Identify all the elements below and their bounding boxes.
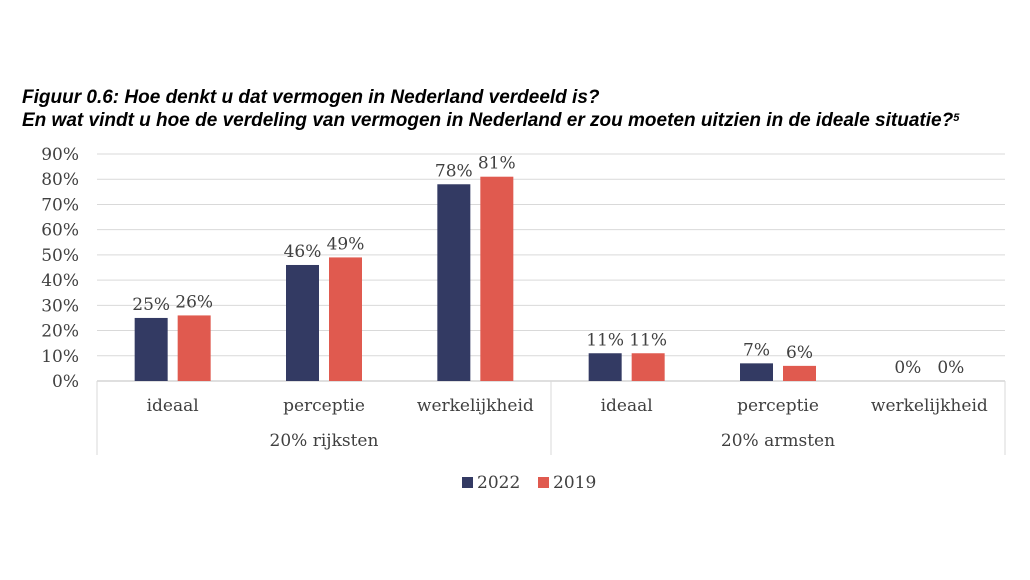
y-tick-label: 80% [41, 170, 79, 190]
y-tick-label: 20% [41, 322, 79, 342]
bar-2022-4 [588, 353, 622, 381]
legend-swatch-2019 [538, 477, 549, 488]
legend-swatch-2022 [462, 477, 473, 488]
data-label: 25% [132, 295, 170, 315]
y-tick-label: 70% [41, 195, 79, 215]
legend-label: 2019 [553, 473, 596, 493]
legend-label: 2022 [477, 473, 520, 493]
x-category-label: werkelijkheid [871, 396, 988, 416]
y-tick-label: 0% [52, 372, 79, 392]
bar-2019-5 [783, 365, 816, 381]
x-category-label: perceptie [283, 396, 365, 416]
chart-title: Figuur 0.6: Hoe denkt u dat vermogen in … [22, 86, 1012, 132]
y-tick-label: 60% [41, 221, 79, 241]
data-label: 78% [435, 161, 473, 181]
data-label: 0% [894, 358, 921, 378]
bar-2019-2 [329, 257, 362, 381]
bar-2019-1 [177, 315, 211, 381]
data-label: 0% [937, 358, 964, 378]
data-label: 81% [478, 154, 516, 174]
y-tick-label: 10% [41, 347, 79, 367]
footnote-marker: 5 [953, 112, 960, 124]
bar-2022-5 [740, 363, 773, 381]
data-label: 7% [743, 340, 770, 360]
x-category-label: werkelijkheid [417, 396, 534, 416]
y-tick-label: 90% [41, 145, 79, 165]
y-tick-label: 30% [41, 296, 79, 316]
chart-title-line-2: En wat vindt u hoe de verdeling van verm… [22, 109, 1012, 132]
y-tick-label: 40% [41, 271, 79, 291]
data-label: 11% [629, 330, 667, 350]
y-tick-label: 50% [41, 246, 79, 266]
chart-title-line-2-text: En wat vindt u hoe de verdeling van verm… [22, 110, 954, 131]
data-label: 6% [786, 343, 813, 363]
x-group-label: 20% rijksten [270, 431, 379, 451]
bar-2019-3 [480, 176, 514, 381]
bar-2022-1 [134, 317, 168, 381]
data-label: 49% [327, 234, 365, 254]
x-category-label: perceptie [737, 396, 819, 416]
bar-2022-3 [437, 184, 471, 381]
x-category-label: ideaal [147, 396, 199, 416]
bar-2019-4 [631, 353, 665, 381]
x-category-label: ideaal [601, 396, 653, 416]
x-group-label: 20% armsten [721, 431, 835, 451]
data-label: 11% [586, 330, 624, 350]
data-label: 26% [175, 292, 213, 312]
data-label: 46% [284, 242, 322, 262]
bar-2022-2 [286, 264, 319, 381]
chart-title-line-1: Figuur 0.6: Hoe denkt u dat vermogen in … [22, 87, 600, 108]
